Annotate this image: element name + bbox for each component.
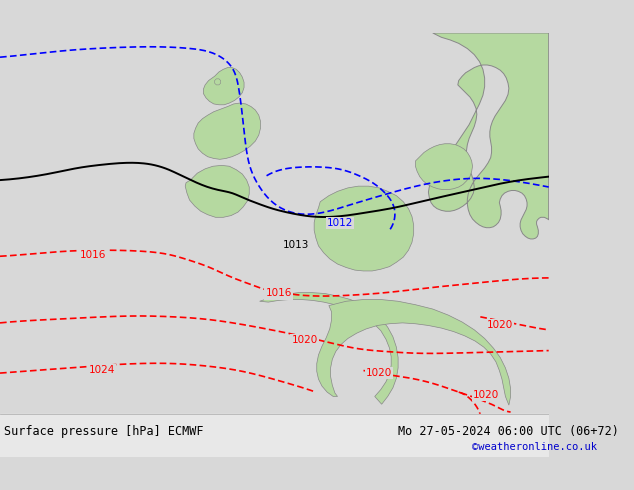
Text: ©weatheronline.co.uk: ©weatheronline.co.uk (472, 441, 597, 452)
Text: Surface pressure [hPa] ECMWF: Surface pressure [hPa] ECMWF (4, 424, 204, 438)
Polygon shape (185, 166, 249, 217)
Polygon shape (429, 33, 548, 239)
Polygon shape (415, 144, 472, 190)
Bar (0, 414, 548, 457)
Text: Mo 27-05-2024 06:00 UTC (06+72): Mo 27-05-2024 06:00 UTC (06+72) (398, 424, 619, 438)
Polygon shape (260, 293, 398, 404)
Text: 1016: 1016 (266, 289, 292, 298)
Polygon shape (314, 186, 413, 271)
Text: 1020: 1020 (292, 335, 318, 345)
Text: 1016: 1016 (81, 249, 107, 260)
Polygon shape (215, 79, 221, 85)
Text: 1020: 1020 (473, 390, 500, 400)
Text: 1020: 1020 (366, 368, 392, 378)
Text: 1013: 1013 (283, 240, 309, 250)
Text: 1012: 1012 (327, 219, 353, 228)
Polygon shape (317, 299, 510, 405)
Text: 1020: 1020 (487, 319, 514, 330)
Polygon shape (194, 103, 261, 159)
Text: 1024: 1024 (89, 366, 115, 375)
Polygon shape (204, 68, 244, 105)
